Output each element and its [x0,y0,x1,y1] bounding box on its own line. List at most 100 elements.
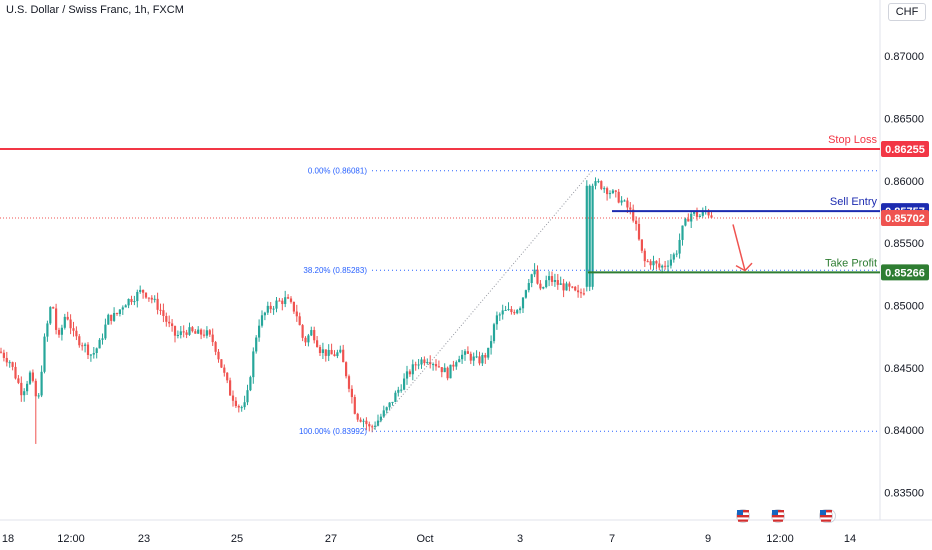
candle-body [550,276,554,282]
candle-body [258,325,261,338]
candle-body [37,395,40,397]
candle-body [681,225,684,240]
candle-body [20,382,23,396]
y-tick-label: 0.86500 [884,113,924,125]
candle-body [353,397,356,414]
sell-entry-label: Sell Entry [830,196,878,208]
candle-body [469,353,472,361]
candle-body [237,406,240,408]
candle-body [144,292,148,298]
candle-body [461,354,464,360]
candle-body [359,419,362,422]
candle-body [632,209,635,221]
us-flag-event-icon[interactable] [736,509,750,523]
candle-body [165,316,168,322]
candle-body [536,269,539,284]
us-flag-event-icon[interactable] [819,509,836,523]
candle-body [539,283,542,289]
candle-body [324,349,327,356]
candle-body [246,390,249,403]
candle-body [101,338,104,340]
candle-body [481,355,484,364]
projection-arrow-head [735,262,753,272]
candle-body [179,331,182,335]
candle-body [684,218,687,226]
candle-body [113,312,116,321]
candle-body [690,213,693,222]
candle-body [562,283,565,291]
candle-body [52,307,55,309]
candle-body [614,190,617,192]
candle-body [336,352,339,357]
candle-body [81,345,84,347]
candle-body [231,395,235,401]
candle-body [84,344,87,346]
x-tick-label: 9 [705,533,711,545]
candle-body [411,364,414,375]
candle-body [492,324,496,342]
candle-body [194,331,197,334]
candle-body [150,297,153,300]
candle-body [498,314,501,316]
candle-body [635,220,638,225]
candle-body [559,283,562,285]
candle-body [284,297,287,305]
candle-body [675,253,678,255]
candle-body [646,261,649,263]
us-flag-event-icon[interactable] [771,509,785,523]
x-tick-label: 12:00 [57,533,85,545]
fib-level-label: 0.00% (0.86081) [308,167,367,176]
candle-body [185,332,188,335]
currency-button[interactable]: CHF [888,3,926,21]
candle-body [376,420,380,426]
candle-body [347,376,351,389]
candle-body [664,265,667,267]
take-profit-price-tag-box [881,264,929,281]
candle-body [220,359,223,368]
candle-body [8,362,11,364]
candle-body [240,407,243,409]
candle-body [333,354,336,357]
candle-body [426,361,429,364]
candle-body [205,330,208,336]
y-tick-label: 0.84500 [884,363,924,375]
candle-body [710,215,713,218]
candle-body [92,352,95,355]
candle-body [405,371,409,379]
candle-body [449,364,452,379]
candle-body [568,283,571,287]
candle-body [208,330,211,335]
candle-body [368,424,371,427]
candle-body [371,426,374,428]
candle-body [643,250,646,262]
candle-body [620,200,623,203]
candle-body [229,380,232,396]
candle-body [153,298,156,300]
candle-body [202,334,206,336]
candle-body [701,210,704,216]
candle-body [26,383,29,392]
candle-body [171,323,174,327]
candle-body [588,185,591,287]
candle-body [234,400,237,407]
candle-body [223,367,226,373]
candle-body [316,340,319,348]
candle-body [327,349,330,356]
candle-body [173,326,177,336]
candle-body [655,261,658,264]
candle-body [260,315,264,326]
candle-body [60,327,63,335]
candle-body [307,335,310,343]
candle-body [14,366,17,379]
candle-body [548,276,551,281]
candle-body [585,185,588,287]
chart-title: U.S. Dollar / Swiss Franc, 1h, FXCM [6,4,184,16]
candle-body [545,280,548,288]
candle-body [484,355,487,358]
candle-body [452,364,455,367]
candle-body [147,297,150,299]
candle-body [63,316,66,328]
candle-body [542,287,545,289]
